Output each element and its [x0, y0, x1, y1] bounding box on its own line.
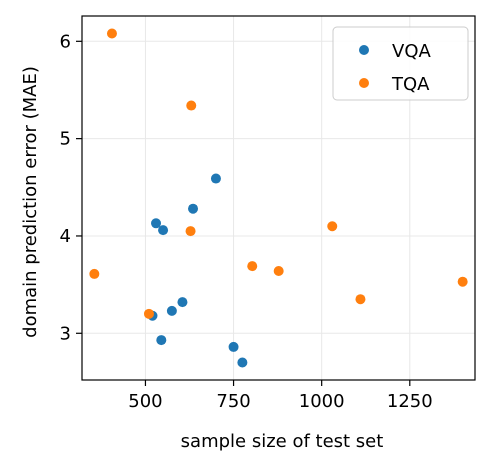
legend: VQA TQA [332, 26, 469, 101]
y-tick-label: 3 [60, 323, 71, 344]
data-point-tqa [185, 226, 196, 237]
legend-label-tqa: TQA [391, 74, 430, 95]
data-point-tqa [327, 221, 338, 232]
data-point-vqa [158, 225, 169, 236]
data-point-tqa [143, 308, 154, 319]
x-axis-label: sample size of test set [181, 431, 384, 452]
data-point-vqa [166, 305, 177, 316]
legend-marker-tqa [359, 78, 369, 88]
legend-marker-vqa [359, 45, 369, 55]
data-point-vqa [237, 357, 248, 368]
data-point-vqa [177, 297, 188, 308]
x-tick-label: 500 [128, 391, 162, 412]
data-point-vqa [228, 341, 239, 352]
y-tick-label: 6 [60, 31, 71, 52]
data-point-vqa [210, 173, 221, 184]
data-point-tqa [273, 265, 284, 276]
data-point-vqa [188, 203, 199, 214]
data-point-tqa [89, 268, 100, 279]
x-tick-label: 1000 [299, 391, 345, 412]
data-point-tqa [186, 100, 197, 111]
data-point-vqa [156, 335, 167, 346]
y-axis-label: domain prediction error (MAE) [20, 66, 41, 338]
data-point-tqa [457, 276, 468, 287]
data-point-tqa [355, 294, 366, 305]
data-point-tqa [247, 261, 258, 272]
points-layer [89, 28, 468, 368]
data-point-tqa [106, 28, 117, 39]
plot-frame [81, 15, 476, 381]
x-tick-label: 1250 [387, 391, 433, 412]
y-tick-label: 5 [60, 129, 71, 150]
x-tick-label: 750 [216, 391, 250, 412]
ticks-layer: 500 750 1000 1250 3 4 5 6 [60, 31, 433, 412]
y-tick-label: 4 [60, 226, 71, 247]
legend-label-vqa: VQA [392, 41, 431, 62]
data-point-vqa [151, 218, 162, 229]
